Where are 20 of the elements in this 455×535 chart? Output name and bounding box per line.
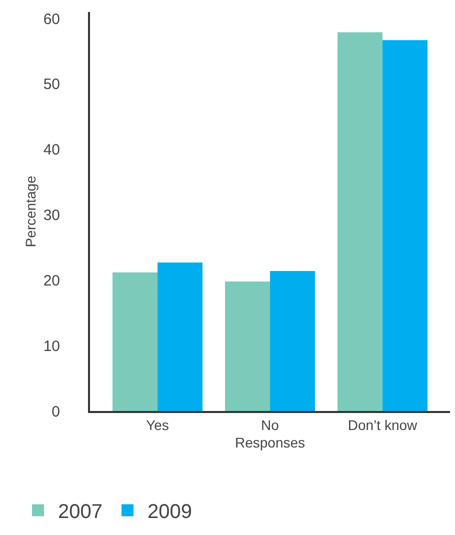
bar xyxy=(112,272,158,411)
x-tick-label: Yes xyxy=(146,416,169,433)
y-tick-label: 30 xyxy=(43,207,60,224)
bar xyxy=(225,281,270,411)
bar xyxy=(158,262,202,411)
y-tick-label: 50 xyxy=(43,76,60,94)
x-tick-label: No xyxy=(261,416,280,433)
y-axis-title: Percentage xyxy=(22,175,38,248)
bar xyxy=(270,271,315,411)
y-tick-label: 60 xyxy=(43,10,60,28)
legend-label: 2007 xyxy=(58,501,102,524)
x-tick-label: Don’t know xyxy=(348,416,418,433)
bar xyxy=(338,32,382,411)
y-tick-label: 40 xyxy=(43,142,60,159)
bar xyxy=(382,40,428,411)
legend-label: 2009 xyxy=(148,501,192,524)
y-tick-label: 20 xyxy=(43,272,60,290)
y-tick-label: 0 xyxy=(52,403,60,420)
x-axis-title: Responses xyxy=(234,434,306,451)
y-tick-label: 10 xyxy=(43,338,60,355)
